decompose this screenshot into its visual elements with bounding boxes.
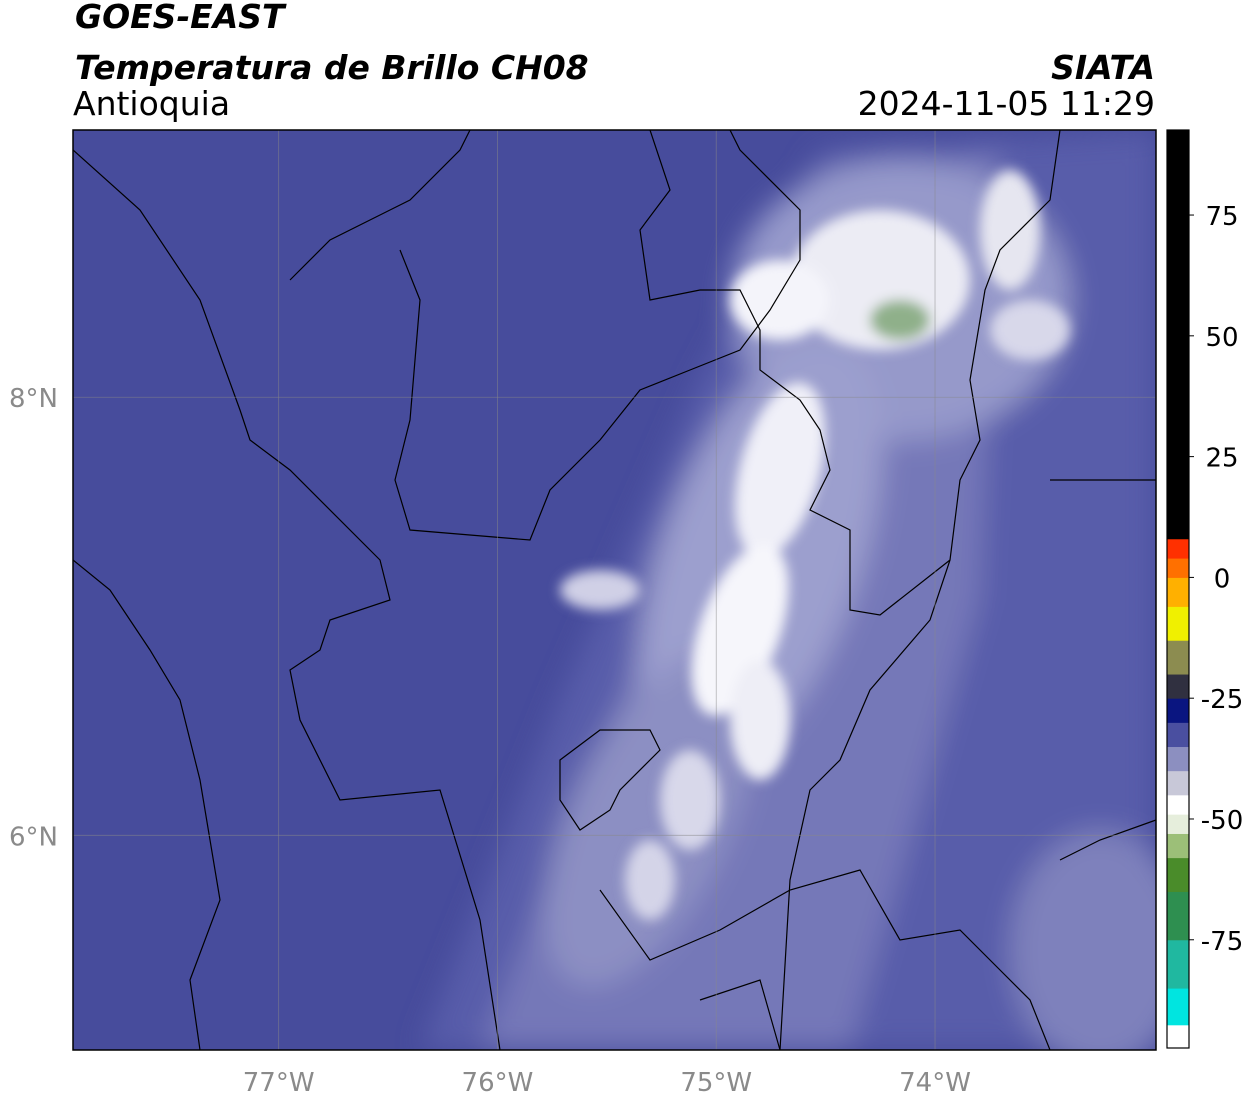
lon-tick-label: 74°W bbox=[899, 1068, 971, 1098]
colorbar-segment bbox=[1167, 130, 1189, 540]
colorbar-tick-label: -50 bbox=[1201, 806, 1243, 836]
lat-tick-label: 8°N bbox=[9, 384, 58, 414]
colorbar-segment bbox=[1167, 770, 1189, 796]
colorbar-tick-label: 50 bbox=[1205, 323, 1238, 353]
colorbar-segment bbox=[1167, 988, 1189, 1026]
map-frame bbox=[72, 129, 1157, 1051]
colorbar-segment bbox=[1167, 606, 1189, 641]
grid bbox=[73, 130, 1156, 1050]
colorbar-tick-label: 75 bbox=[1205, 202, 1238, 232]
colorbar-segment bbox=[1167, 794, 1189, 815]
colorbar-segment bbox=[1167, 939, 1189, 989]
region: Antioquia bbox=[73, 84, 230, 123]
colorbar-tick-label: -75 bbox=[1201, 927, 1243, 957]
colorbar-tick-label: 0 bbox=[1214, 564, 1231, 594]
lon-tick-label: 76°W bbox=[462, 1068, 534, 1098]
product: Temperatura de Brillo CH08 bbox=[75, 48, 589, 87]
colorbar-segment bbox=[1167, 538, 1189, 559]
colorbar-segment bbox=[1167, 722, 1189, 748]
colorbar bbox=[1167, 130, 1189, 1049]
datetime: 2024-11-05 11:29 bbox=[858, 84, 1155, 123]
colorbar-segment bbox=[1167, 558, 1189, 578]
map-image bbox=[73, 130, 1156, 1050]
colorbar-segment bbox=[1167, 1024, 1189, 1049]
colorbar-tick-label: 25 bbox=[1205, 444, 1238, 474]
colorbar-segment bbox=[1167, 698, 1189, 723]
colorbar-segment bbox=[1167, 833, 1189, 859]
lat-tick-label: 6°N bbox=[9, 822, 58, 852]
colorbar-segment bbox=[1167, 891, 1189, 941]
source: SIATA bbox=[1051, 48, 1155, 87]
lon-tick-label: 77°W bbox=[243, 1068, 315, 1098]
colorbar-segment bbox=[1167, 814, 1189, 834]
lon-tick-label: 75°W bbox=[680, 1068, 752, 1098]
colorbar-segment bbox=[1167, 640, 1189, 675]
colorbar-segment bbox=[1167, 674, 1189, 699]
colorbar-segment bbox=[1167, 577, 1189, 607]
satellite: GOES-EAST bbox=[75, 0, 287, 36]
colorbar-tick-label: -25 bbox=[1201, 685, 1243, 715]
colorbar-frame bbox=[1166, 129, 1190, 1049]
colorbar-segment bbox=[1167, 746, 1189, 772]
colorbar-segment bbox=[1167, 857, 1189, 892]
